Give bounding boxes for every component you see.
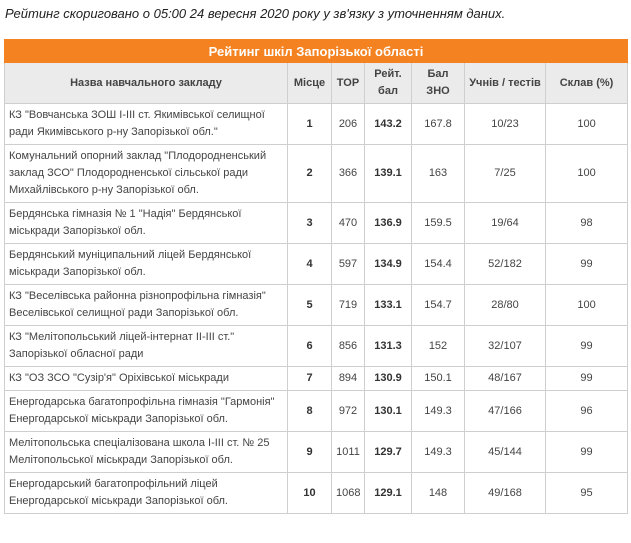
school-name-link[interactable]: КЗ "Мелітопольський ліцей-інтернат ІІ-ІІ… [4, 325, 288, 367]
score-cell: 139.1 [364, 144, 412, 203]
students-cell: 7/25 [464, 144, 546, 203]
school-rating-table: Рейтинг шкіл Запорізької області Назва н… [3, 39, 629, 514]
table-caption: Рейтинг шкіл Запорізької області [3, 39, 629, 63]
header-top: TOP [331, 62, 365, 104]
students-cell: 10/23 [464, 103, 546, 145]
passed-cell: 96 [544, 390, 629, 432]
score-cell: 130.9 [364, 366, 412, 391]
passed-cell: 99 [544, 325, 629, 367]
school-name-link[interactable]: Енергодарська багатопрофільна гімназія "… [4, 390, 288, 432]
header-zno: Бал ЗНО [411, 62, 465, 104]
place-cell: 6 [287, 325, 332, 367]
zno-cell: 154.7 [411, 284, 465, 326]
zno-cell: 149.3 [411, 390, 465, 432]
zno-cell: 150.1 [411, 366, 465, 391]
passed-cell: 98 [544, 202, 629, 244]
table-row: КЗ "Мелітопольський ліцей-інтернат ІІ-ІІ… [4, 325, 629, 367]
header-students: Учнів / тестів [464, 62, 546, 104]
passed-cell: 99 [544, 366, 629, 391]
place-cell: 5 [287, 284, 332, 326]
table-row: Енергодарський багатопрофільний ліцей Ен… [4, 472, 629, 514]
top-cell: 1068 [331, 472, 365, 514]
students-cell: 28/80 [464, 284, 546, 326]
students-cell: 45/144 [464, 431, 546, 473]
score-cell: 131.3 [364, 325, 412, 367]
top-cell: 206 [331, 103, 365, 145]
school-name-link[interactable]: КЗ "ОЗ ЗСО "Сузір'я" Оріхівської міськра… [4, 366, 288, 391]
score-cell: 143.2 [364, 103, 412, 145]
score-cell: 129.7 [364, 431, 412, 473]
top-cell: 597 [331, 243, 365, 285]
score-cell: 129.1 [364, 472, 412, 514]
zno-cell: 148 [411, 472, 465, 514]
place-cell: 8 [287, 390, 332, 432]
table-row: КЗ "ОЗ ЗСО "Сузір'я" Оріхівської міськра… [4, 366, 629, 391]
students-cell: 52/182 [464, 243, 546, 285]
table-row: Мелітопольська спеціалізована школа І-ІІ… [4, 431, 629, 473]
zno-cell: 154.4 [411, 243, 465, 285]
header-name: Назва навчального закладу [4, 62, 288, 104]
place-cell: 10 [287, 472, 332, 514]
school-name-link[interactable]: Бердянська гімназія № 1 "Надія" Бердянсь… [4, 202, 288, 244]
table-row: КЗ "Вовчанська ЗОШ І-ІІІ ст. Якимівської… [4, 103, 629, 145]
school-rating-table-container: Рейтинг шкіл Запорізької області Назва н… [3, 39, 629, 514]
passed-cell: 100 [544, 103, 629, 145]
students-cell: 47/166 [464, 390, 546, 432]
top-cell: 366 [331, 144, 365, 203]
zno-cell: 159.5 [411, 202, 465, 244]
place-cell: 9 [287, 431, 332, 473]
school-name-link[interactable]: КЗ "Веселівська районна різнопрофільна г… [4, 284, 288, 326]
score-cell: 133.1 [364, 284, 412, 326]
score-cell: 134.9 [364, 243, 412, 285]
header-place: Місце [287, 62, 332, 104]
table-row: Бердянська гімназія № 1 "Надія" Бердянсь… [4, 202, 629, 244]
school-name-link[interactable]: Енергодарський багатопрофільний ліцей Ен… [4, 472, 288, 514]
passed-cell: 95 [544, 472, 629, 514]
header-score: Рейт. бал [364, 62, 412, 104]
school-name-link[interactable]: Бердянський муніципальний ліцей Бердянсь… [4, 243, 288, 285]
passed-cell: 100 [544, 144, 629, 203]
students-cell: 19/64 [464, 202, 546, 244]
rating-update-note: Рейтинг скориговано о 05:00 24 вересня 2… [5, 6, 506, 21]
school-name-link[interactable]: КЗ "Вовчанська ЗОШ І-ІІІ ст. Якимівської… [4, 103, 288, 145]
place-cell: 2 [287, 144, 332, 203]
top-cell: 894 [331, 366, 365, 391]
header-passed: Склав (%) [544, 62, 629, 104]
top-cell: 1011 [331, 431, 365, 473]
score-cell: 136.9 [364, 202, 412, 244]
top-cell: 719 [331, 284, 365, 326]
zno-cell: 163 [411, 144, 465, 203]
score-cell: 130.1 [364, 390, 412, 432]
students-cell: 32/107 [464, 325, 546, 367]
school-name-link[interactable]: Комунальний опорний заклад "Плодородненс… [4, 144, 288, 203]
top-cell: 470 [331, 202, 365, 244]
zno-cell: 152 [411, 325, 465, 367]
table-row: Бердянський муніципальний ліцей Бердянсь… [4, 243, 629, 285]
place-cell: 3 [287, 202, 332, 244]
table-row: Енергодарська багатопрофільна гімназія "… [4, 390, 629, 432]
passed-cell: 99 [544, 431, 629, 473]
passed-cell: 99 [544, 243, 629, 285]
students-cell: 49/168 [464, 472, 546, 514]
top-cell: 856 [331, 325, 365, 367]
table-header-row: Назва навчального закладу Місце TOP Рейт… [4, 62, 629, 104]
passed-cell: 100 [544, 284, 629, 326]
place-cell: 4 [287, 243, 332, 285]
students-cell: 48/167 [464, 366, 546, 391]
place-cell: 1 [287, 103, 332, 145]
table-row: Комунальний опорний заклад "Плодородненс… [4, 144, 629, 203]
top-cell: 972 [331, 390, 365, 432]
place-cell: 7 [287, 366, 332, 391]
table-row: КЗ "Веселівська районна різнопрофільна г… [4, 284, 629, 326]
zno-cell: 167.8 [411, 103, 465, 145]
zno-cell: 149.3 [411, 431, 465, 473]
school-name-link[interactable]: Мелітопольська спеціалізована школа І-ІІ… [4, 431, 288, 473]
